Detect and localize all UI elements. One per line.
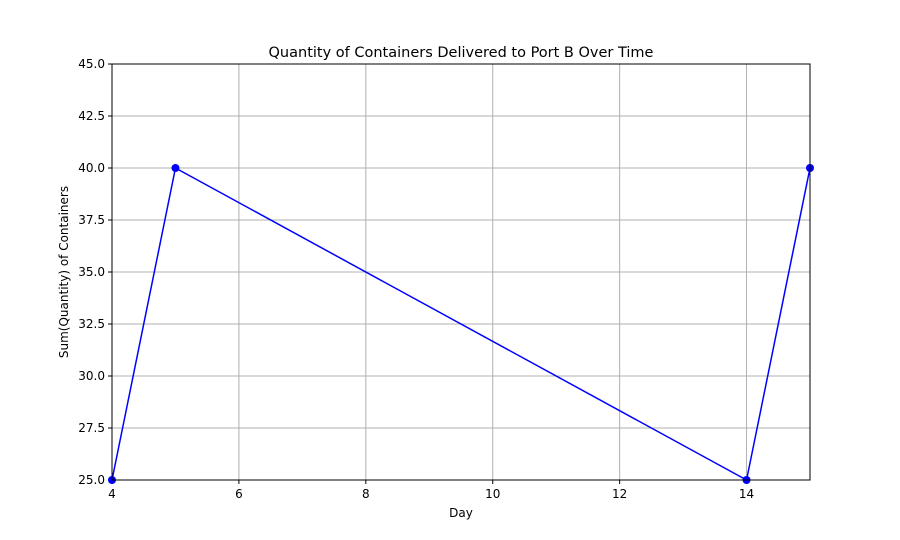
y-tick-label: 32.5: [78, 317, 105, 331]
y-tick-label: 25.0: [78, 473, 105, 487]
x-tick-label: 10: [485, 487, 500, 501]
y-tick-label: 37.5: [78, 213, 105, 227]
x-axis-ticks: 4 6 8 10 12 14: [108, 480, 754, 501]
x-tick-label: 6: [235, 487, 243, 501]
chart-title: Quantity of Containers Delivered to Port…: [269, 45, 654, 61]
data-point: [171, 164, 180, 172]
y-tick-label: 35.0: [78, 265, 105, 279]
series-line: [111, 166, 811, 482]
x-tick-label: 14: [739, 487, 754, 501]
y-tick-label: 27.5: [78, 421, 105, 435]
y-axis-ticks: 25.0 27.5 30.0 32.5 35.0 37.5 40.0 42.5 45.0: [78, 57, 112, 487]
x-tick-label: 4: [108, 487, 116, 501]
x-tick-label: 8: [362, 487, 370, 501]
y-tick-label: 42.5: [78, 109, 105, 123]
x-tick-label: 12: [612, 487, 627, 501]
plot-frame: [111, 63, 811, 481]
x-axis-label: Day: [449, 506, 473, 520]
y-axis-label: Sum(Quantity) of Containers: [57, 186, 71, 358]
y-tick-label: 30.0: [78, 369, 105, 383]
series-layer: [108, 164, 814, 484]
grid: [111, 63, 810, 481]
y-tick-label: 40.0: [78, 161, 105, 175]
y-tick-label: 45.0: [78, 57, 105, 71]
